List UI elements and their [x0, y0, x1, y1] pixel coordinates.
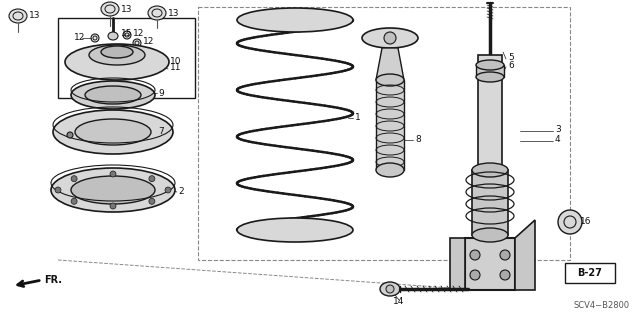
Circle shape: [500, 250, 510, 260]
Bar: [472, 170, 508, 235]
Circle shape: [133, 39, 141, 47]
Bar: [58, 18, 195, 98]
Bar: [565, 263, 615, 283]
Ellipse shape: [380, 282, 400, 296]
Ellipse shape: [237, 218, 353, 242]
Bar: [476, 65, 504, 77]
Ellipse shape: [148, 6, 166, 20]
Ellipse shape: [362, 28, 418, 48]
Ellipse shape: [101, 46, 133, 58]
Text: 13: 13: [121, 4, 132, 13]
Text: 15: 15: [121, 28, 132, 38]
Ellipse shape: [558, 210, 582, 234]
Text: 9: 9: [158, 88, 164, 98]
Circle shape: [470, 270, 480, 280]
Ellipse shape: [101, 2, 119, 16]
Text: 11: 11: [170, 63, 182, 72]
Circle shape: [110, 203, 116, 209]
Ellipse shape: [71, 176, 155, 204]
Text: 14: 14: [393, 298, 404, 307]
Circle shape: [67, 132, 73, 138]
Text: 10: 10: [170, 57, 182, 66]
Text: 6: 6: [508, 62, 514, 70]
Ellipse shape: [9, 9, 27, 23]
Circle shape: [91, 34, 99, 42]
Ellipse shape: [75, 119, 151, 145]
Circle shape: [123, 31, 131, 39]
Text: 12: 12: [143, 38, 154, 47]
Text: 16: 16: [580, 218, 591, 226]
Ellipse shape: [237, 8, 353, 32]
Ellipse shape: [53, 110, 173, 154]
Circle shape: [149, 198, 155, 204]
Text: 7: 7: [158, 128, 164, 137]
Bar: [198, 7, 570, 260]
Text: 4: 4: [555, 136, 561, 145]
Circle shape: [384, 32, 396, 44]
Ellipse shape: [476, 60, 504, 70]
Text: 2: 2: [178, 188, 184, 197]
Text: 1: 1: [355, 114, 361, 122]
Text: B-27: B-27: [577, 268, 602, 278]
Bar: [478, 55, 502, 170]
Ellipse shape: [376, 74, 404, 86]
Circle shape: [165, 187, 171, 193]
Ellipse shape: [51, 168, 175, 212]
Ellipse shape: [65, 44, 169, 80]
Ellipse shape: [71, 81, 155, 109]
Circle shape: [500, 270, 510, 280]
Circle shape: [71, 176, 77, 182]
Text: 13: 13: [29, 11, 40, 20]
Polygon shape: [515, 220, 535, 290]
Text: FR.: FR.: [44, 275, 62, 285]
Text: 13: 13: [168, 9, 179, 18]
Polygon shape: [376, 48, 404, 80]
Text: 12: 12: [133, 28, 145, 38]
Circle shape: [71, 198, 77, 204]
Ellipse shape: [376, 163, 404, 177]
Ellipse shape: [108, 32, 118, 40]
Circle shape: [386, 285, 394, 293]
Text: 3: 3: [555, 125, 561, 135]
Ellipse shape: [89, 45, 145, 65]
Text: 8: 8: [415, 136, 420, 145]
Text: 12: 12: [74, 33, 85, 42]
Ellipse shape: [472, 163, 508, 177]
Bar: [376, 80, 404, 170]
Ellipse shape: [472, 228, 508, 242]
Text: SCV4−B2800: SCV4−B2800: [574, 301, 630, 310]
Bar: [465, 238, 515, 290]
Ellipse shape: [476, 72, 504, 82]
Ellipse shape: [85, 86, 141, 104]
Text: 5: 5: [508, 54, 514, 63]
Polygon shape: [450, 238, 465, 290]
Circle shape: [110, 171, 116, 177]
Circle shape: [55, 187, 61, 193]
Circle shape: [149, 176, 155, 182]
Circle shape: [470, 250, 480, 260]
